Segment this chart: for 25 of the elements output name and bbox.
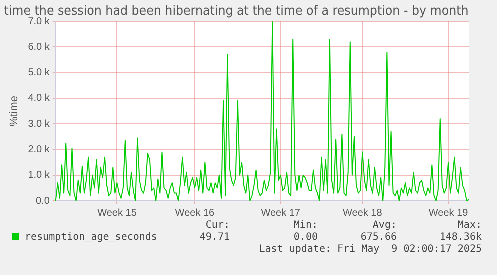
text: Min:: [294, 220, 318, 231]
text: 675.66: [360, 232, 397, 243]
x-tick-label: Week 16: [175, 208, 216, 219]
y-tick-label: 1.0 k: [28, 170, 51, 182]
chart-title: time the session had been hibernating at the time of a resumption - by month: [4, 2, 469, 18]
y-tick-label: 2.0 k: [28, 144, 51, 156]
x-tick-label: Week 17: [261, 208, 301, 219]
text: Cur:: [206, 220, 230, 231]
text: Max:: [458, 220, 482, 231]
text: 148.36k: [440, 232, 482, 243]
y-tick-label: 0.0: [36, 196, 50, 207]
x-tick-label: Week 19: [428, 208, 469, 219]
y-tick-label: 5.0 k: [28, 68, 51, 79]
x-tick-label: Week 18: [343, 208, 383, 219]
text: 49.71: [200, 232, 230, 243]
y-tick-label: 6.0 k: [28, 42, 51, 53]
text: Avg:: [372, 220, 397, 231]
y-tick-label: 7.0 k: [28, 16, 51, 28]
y-tick-label: 4.0 k: [28, 93, 51, 104]
y-tick-label: 3.0 k: [28, 118, 51, 130]
x-tick-label: Week 15: [98, 208, 138, 219]
text: 0.00: [294, 232, 318, 243]
text: Last update: Fri May 9 02:00:17 2025: [259, 244, 482, 255]
legend-label: resumption_age_seconds: [24, 232, 158, 243]
y-axis-title: %time: [8, 96, 21, 127]
